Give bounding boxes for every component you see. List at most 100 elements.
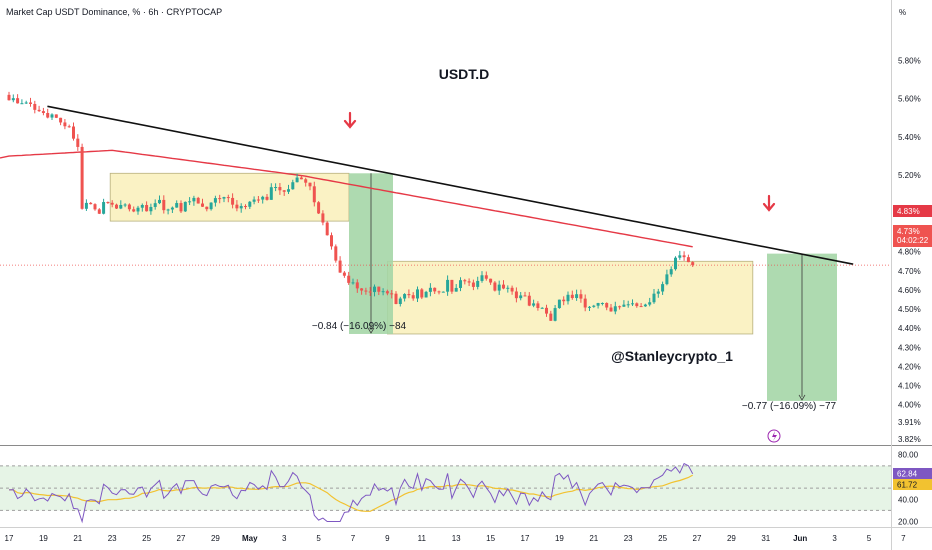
candle-body [308,182,312,187]
price-tick-label: 3.82% [898,435,921,444]
time-tick-label: 3 [282,534,287,543]
target-arrowhead [798,394,806,401]
alert-lightning-icon[interactable] [767,429,781,443]
candle-body [7,94,11,101]
candle-body [312,186,316,203]
candle-body [631,303,634,305]
candle-body [368,291,372,293]
time-tick-label: 3 [832,534,837,543]
price-tick-label: 4.50% [898,305,921,314]
candle-body [428,287,432,292]
candle-body [347,275,351,283]
candle-body [291,182,295,190]
measure-label-1: −0.84 (−16.09%) −84 [312,321,407,332]
time-tick-label: 9 [385,534,390,543]
candle-body [170,207,174,210]
candle-body [355,282,359,289]
candle-body [686,257,690,263]
candle-body [29,102,32,104]
rsi-tick-label: 80.00 [898,451,919,460]
candle-body [342,272,346,276]
target-boxes [349,173,837,401]
candle-body [84,202,88,209]
candle-body [536,303,540,308]
candle-body [502,284,505,289]
time-tick-label: May [242,534,258,543]
candle-body [119,205,123,209]
candle-body [127,204,131,210]
candle-body [93,204,97,210]
candle-body [72,126,75,139]
price-tick-label: 4.80% [898,248,921,257]
time-tick-label: 7 [351,534,356,543]
signal-arrow [343,111,357,129]
candle-body [192,197,196,202]
candle-body [562,299,566,302]
price-tick-label: 4.60% [898,286,921,295]
time-tick-label: 25 [142,534,151,543]
candle-body [416,289,419,299]
candle-body [691,262,695,266]
candle-body [97,209,101,214]
candle-body [493,282,497,291]
candle-body [454,287,458,292]
candle-body [403,294,407,299]
time-tick-label: 27 [693,534,702,543]
candle-body [274,187,278,189]
price-tick-label: 4.70% [898,267,921,276]
candle-body [579,294,583,299]
candle-body [385,291,389,294]
time-tick-label: 23 [624,534,633,543]
candle-body [41,111,45,113]
candle-body [592,305,596,307]
candle-body [596,303,600,306]
rsi-tick-label: 20.00 [898,518,919,527]
candle-body [256,199,260,201]
candle-body [136,207,140,212]
candle-body [201,203,204,207]
candle-body [158,199,161,204]
candle-body [330,235,333,247]
candle-body [162,199,166,211]
candle-body [484,275,488,279]
candle-body [527,295,531,306]
moving-average-line [0,149,693,248]
candle-body [540,307,544,309]
candle-body [123,204,127,206]
candle-body [149,206,153,212]
candle-body [317,202,321,214]
candle-body [248,201,252,207]
ticker-label: USDT.D [439,66,490,82]
candle-body [54,114,58,118]
candle-body [16,98,20,104]
candle-body [471,282,475,287]
candle-body [682,255,686,258]
candle-body [338,260,342,273]
candle-body [656,291,660,294]
measure-label-2: −0.77 (−16.09%) −77 [742,401,837,412]
candle-body [622,304,626,307]
candle-body [570,294,574,299]
rsi-pane-background [0,465,891,511]
candle-body [59,117,63,123]
signal-markers [343,111,776,212]
candle-body [678,255,682,258]
candle-body [514,291,518,299]
candle-body [364,290,368,292]
signal-arrow [762,194,776,212]
candle-body [265,196,269,200]
candle-body [519,295,523,299]
candle-body [321,213,325,223]
candle-body [420,289,424,298]
price-tick-label: 5.80% [898,56,921,65]
candle-body [674,257,677,270]
price-axis: 5.80%5.60%5.40%5.20%5.00%4.80%4.70%4.60%… [898,56,921,444]
moving-average-layer [0,149,693,248]
time-tick-label: 17 [521,534,530,543]
candle-body [398,298,402,305]
candle-body [476,280,480,287]
candle-body [89,202,93,205]
candle-body [446,279,450,292]
candle-body [282,190,286,192]
